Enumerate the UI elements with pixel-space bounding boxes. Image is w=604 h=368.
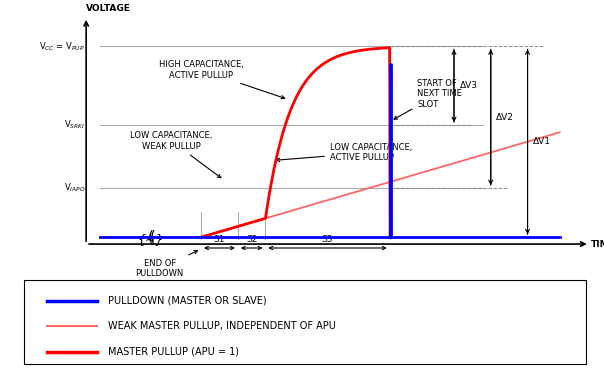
- Text: LOW CAPACITANCE,
WEAK PULLUP: LOW CAPACITANCE, WEAK PULLUP: [130, 131, 221, 178]
- Text: (: (: [150, 230, 156, 245]
- Text: S1: S1: [214, 236, 225, 244]
- Text: HIGH CAPACITANCE,
ACTIVE PULLUP: HIGH CAPACITANCE, ACTIVE PULLUP: [159, 60, 284, 99]
- Text: V$_{SRKI}$: V$_{SRKI}$: [64, 119, 85, 131]
- Text: ΔV3: ΔV3: [460, 81, 478, 90]
- Text: ΔV1: ΔV1: [533, 137, 551, 146]
- Text: WEAK MASTER PULLUP, INDEPENDENT OF APU: WEAK MASTER PULLUP, INDEPENDENT OF APU: [109, 321, 336, 331]
- Text: VOLTAGE: VOLTAGE: [86, 4, 131, 13]
- Text: S3: S3: [322, 236, 333, 244]
- Text: MASTER PULLUP (APU = 1): MASTER PULLUP (APU = 1): [109, 347, 239, 357]
- Text: ΔV2: ΔV2: [496, 113, 514, 122]
- Text: V$_{CC}$ = V$_{PUP}$: V$_{CC}$ = V$_{PUP}$: [39, 40, 85, 53]
- Text: START OF
NEXT TIME
SLOT: START OF NEXT TIME SLOT: [394, 79, 462, 119]
- Text: S2: S2: [246, 236, 257, 244]
- FancyBboxPatch shape: [24, 280, 586, 364]
- Text: {∼}: {∼}: [137, 233, 164, 246]
- Text: V$_{IAPO}$: V$_{IAPO}$: [64, 182, 85, 194]
- Text: TIME: TIME: [591, 240, 604, 248]
- Text: PULLDOWN (MASTER OR SLAVE): PULLDOWN (MASTER OR SLAVE): [109, 296, 267, 306]
- Text: LOW CAPACITANCE,
ACTIVE PULLUP: LOW CAPACITANCE, ACTIVE PULLUP: [277, 143, 412, 162]
- Text: END OF
PULLDOWN: END OF PULLDOWN: [135, 251, 198, 278]
- Text: (: (: [147, 230, 153, 245]
